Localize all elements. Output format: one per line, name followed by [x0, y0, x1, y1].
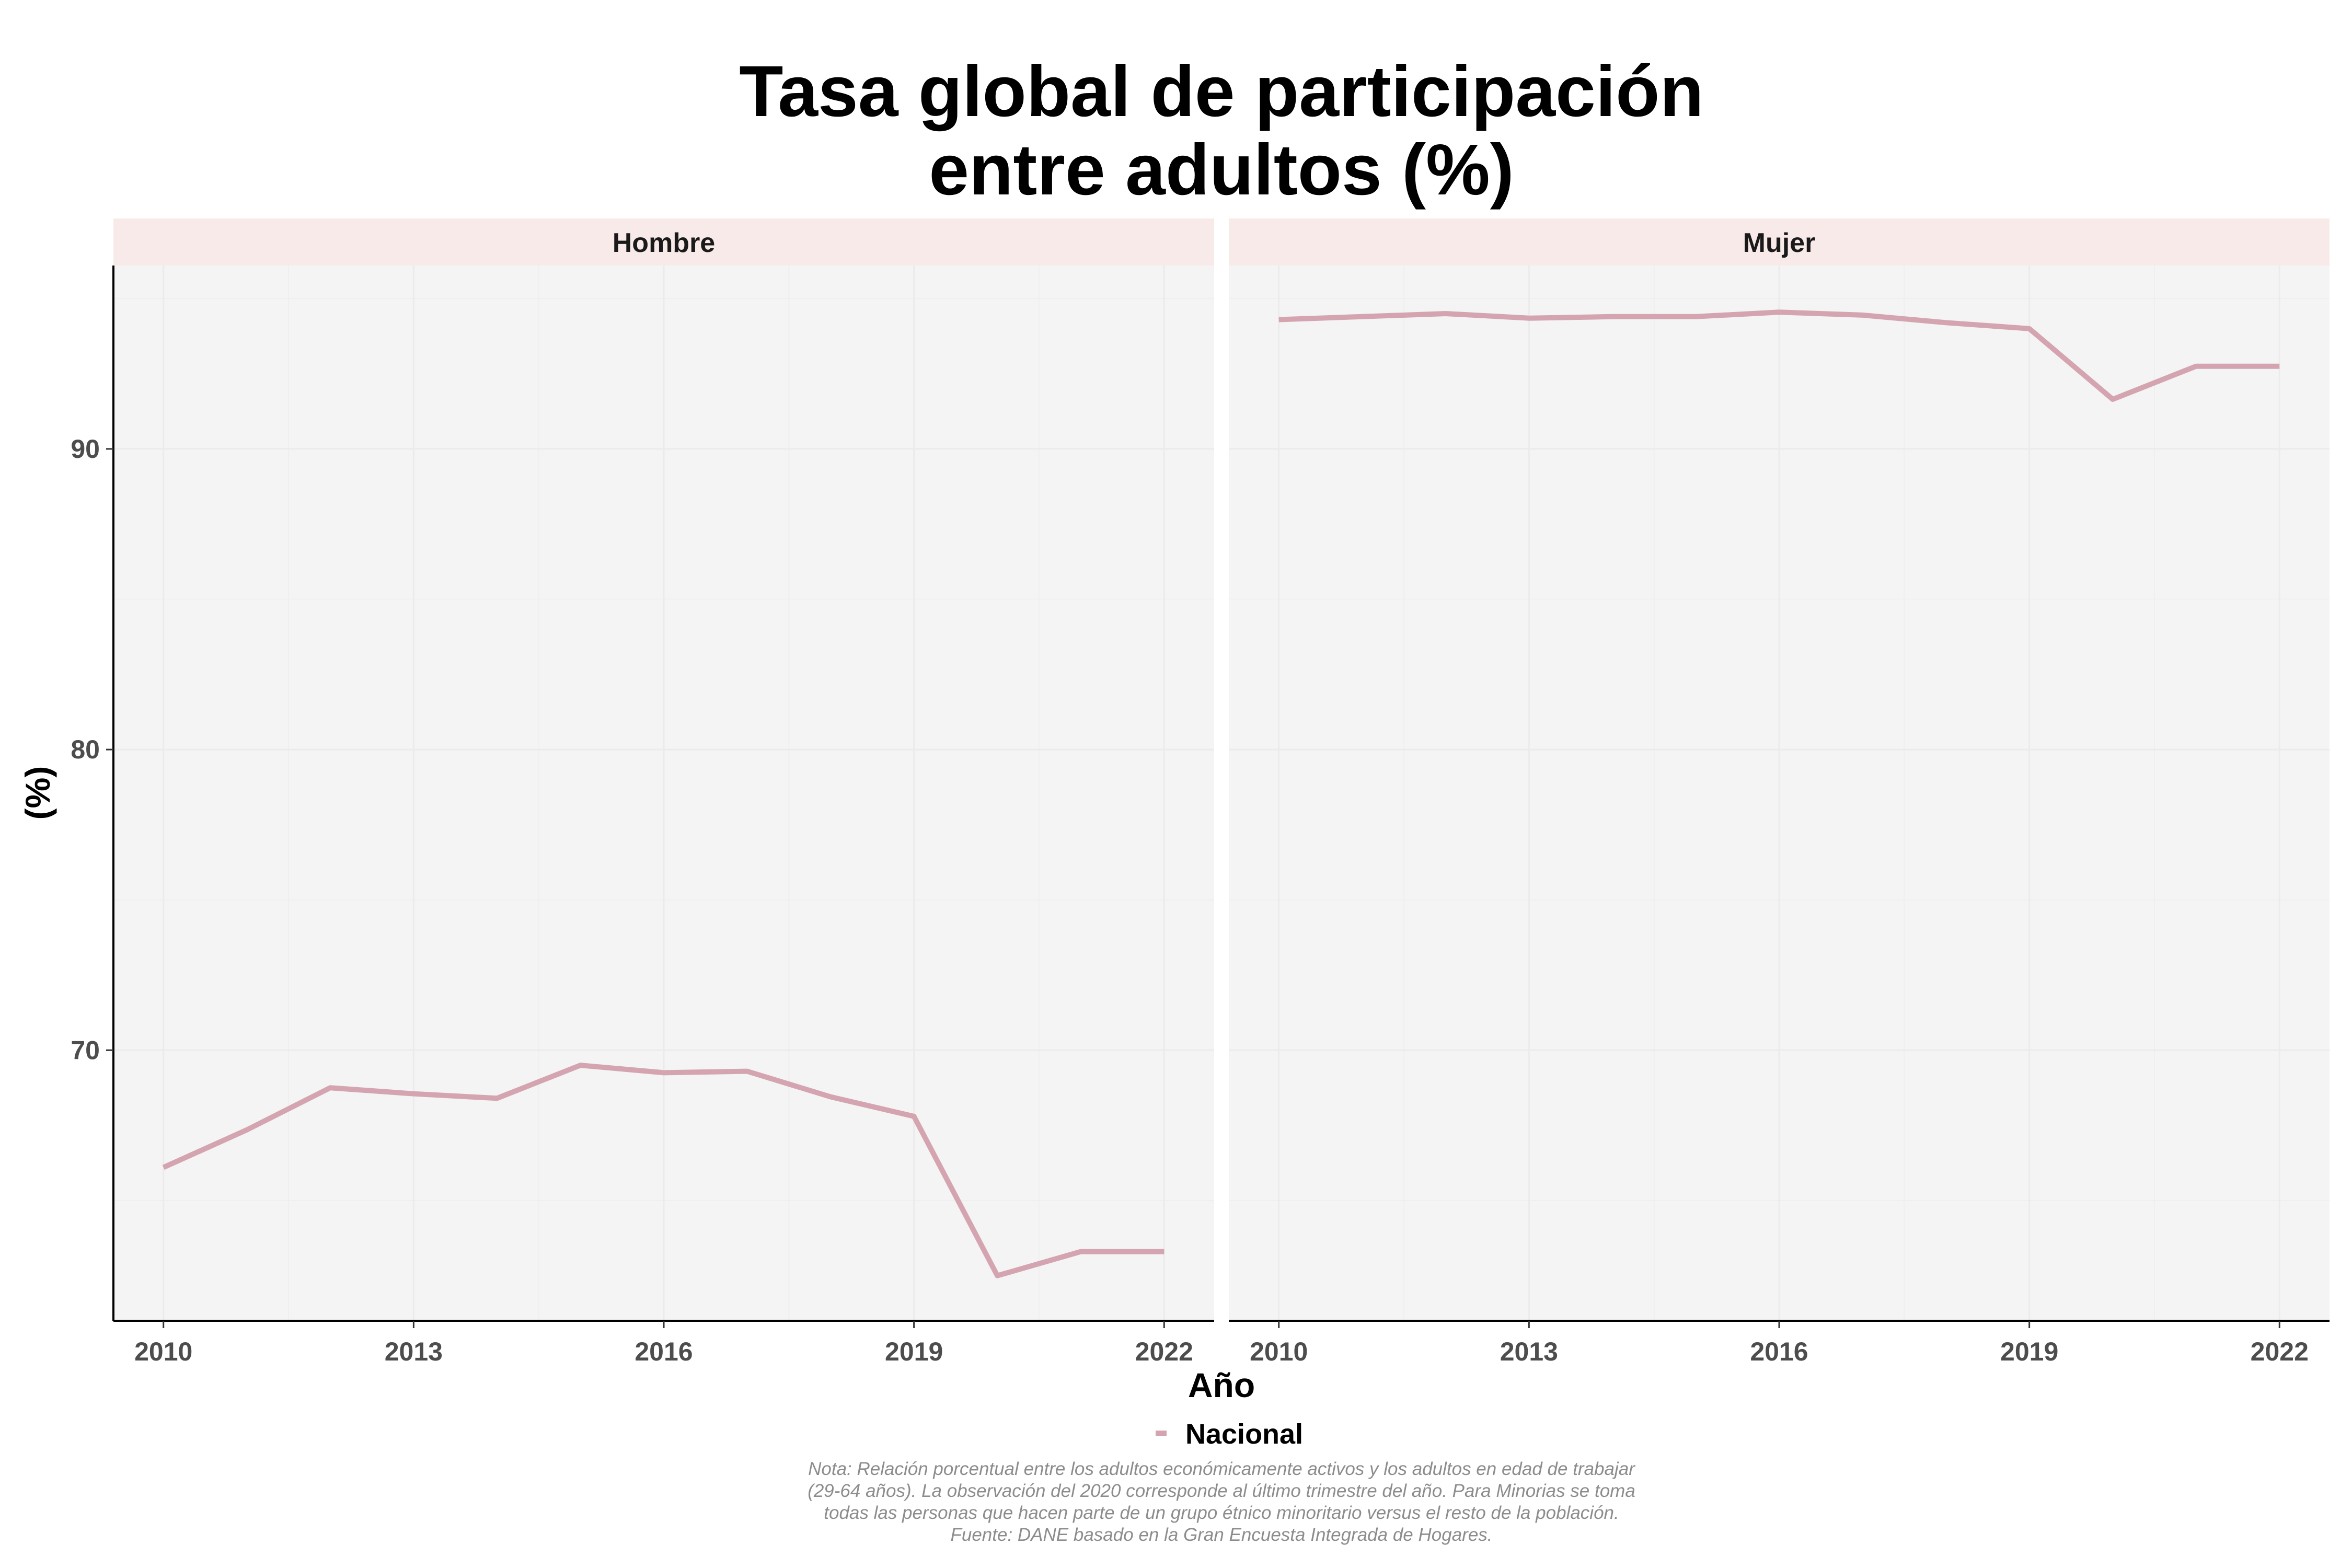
x-tick-label: 2013 — [385, 1337, 443, 1366]
x-tick-label: 2019 — [885, 1337, 943, 1366]
x-tick-label: 2019 — [2000, 1337, 2058, 1366]
legend: Nacional — [1156, 1419, 1303, 1450]
y-tick-label: 80 — [71, 735, 100, 764]
x-tick-label: 2022 — [2251, 1337, 2309, 1366]
panel-hombre: Hombre 2010 2013 2016 2019 2022 70 80 90 — [71, 218, 1214, 1366]
x-tick-label: 2016 — [1750, 1337, 1808, 1366]
facet-strip — [113, 218, 1214, 266]
panel-mujer: Mujer 2010 2013 2016 2019 2022 — [1229, 218, 2330, 1366]
facet-strip-label: Mujer — [1743, 228, 1816, 258]
facet-panels: Hombre 2010 2013 2016 2019 2022 70 80 90 Mujer 201… — [71, 218, 2330, 1366]
note-line-1: Nota: Relación porcentual entre los adul… — [808, 1459, 1635, 1479]
series-line-nacional — [162, 1063, 1165, 1278]
note-line-4: Fuente: DANE basado en la Gran Encuesta … — [950, 1525, 1492, 1545]
y-tick-label: 90 — [71, 434, 100, 464]
chart-title-line-2: entre adultos (%) — [929, 130, 1514, 210]
x-axis-title: Año — [1188, 1366, 1255, 1404]
chart-title-line-1: Tasa global de participación — [739, 51, 1704, 132]
note-line-3: todas las personas que hacen parte de un… — [824, 1503, 1619, 1523]
x-tick-label: 2013 — [1500, 1337, 1558, 1366]
source-note: Nota: Relación porcentual entre los adul… — [808, 1459, 1635, 1545]
x-tick-label: 2016 — [635, 1337, 693, 1366]
x-tick-label: 2010 — [1250, 1337, 1308, 1366]
series-line-nacional — [1278, 309, 2280, 402]
x-tick-label: 2010 — [134, 1337, 192, 1366]
x-tick-label: 2022 — [1135, 1337, 1193, 1366]
facet-strip-label: Hombre — [613, 228, 715, 258]
y-tick-label: 70 — [71, 1035, 100, 1065]
note-line-2: (29-64 años). La observación del 2020 co… — [808, 1481, 1635, 1501]
y-axis-title: (%) — [18, 766, 57, 820]
facet-strip — [1229, 218, 2330, 266]
legend-label-nacional: Nacional — [1185, 1419, 1303, 1450]
